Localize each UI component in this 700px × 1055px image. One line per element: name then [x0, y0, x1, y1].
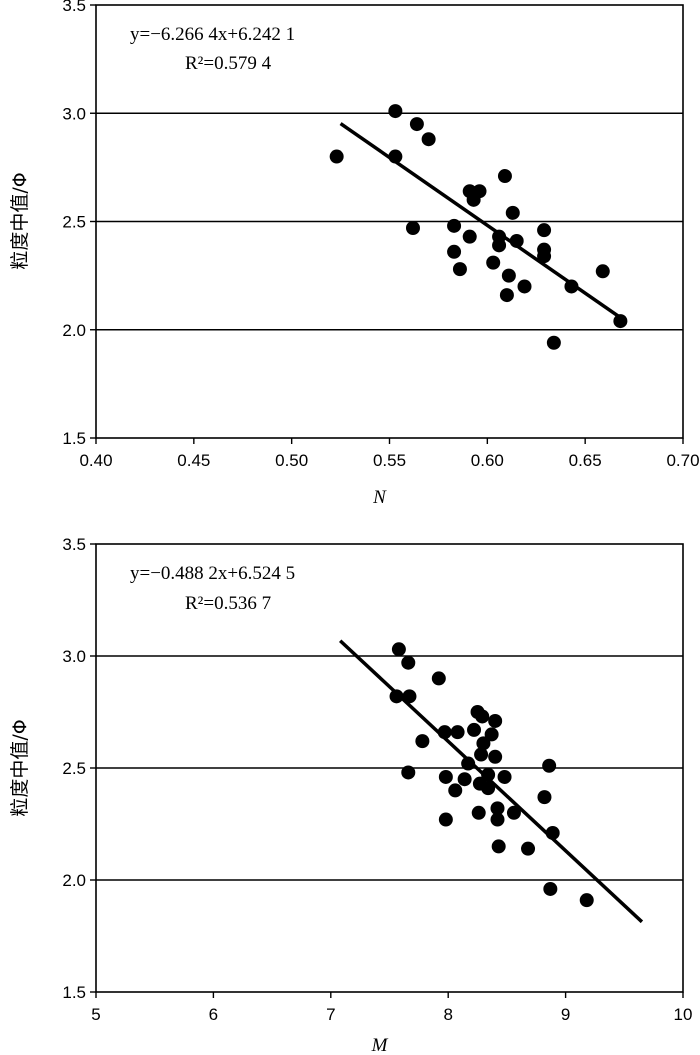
x-tick-label: 0.45: [177, 451, 210, 470]
x-tick-label: 0.70: [666, 451, 699, 470]
data-point: [475, 709, 490, 724]
data-point: [564, 279, 579, 294]
data-point: [488, 713, 503, 728]
data-point: [472, 184, 487, 199]
data-point: [402, 689, 417, 704]
data-point: [546, 335, 561, 350]
x-tick-label: 0.50: [275, 451, 308, 470]
data-point: [401, 765, 416, 780]
x-tick-label: 0.55: [373, 451, 406, 470]
y-axis-label: 粒度中值/Φ: [9, 172, 31, 269]
data-point: [481, 781, 496, 796]
data-point: [409, 117, 424, 132]
data-point: [391, 642, 406, 657]
data-point: [431, 671, 446, 686]
data-point: [484, 727, 499, 742]
data-point: [389, 689, 404, 704]
y-tick-label: 3.5: [62, 0, 86, 15]
data-point: [517, 279, 532, 294]
data-point: [421, 132, 436, 147]
data-point: [509, 233, 524, 248]
data-point: [497, 169, 512, 184]
data-point: [506, 805, 521, 820]
data-point: [492, 238, 507, 253]
y-tick-label: 2.0: [62, 321, 86, 340]
data-point: [461, 756, 476, 771]
data-point: [521, 841, 536, 856]
data-point: [505, 205, 520, 220]
data-point: [447, 244, 462, 259]
x-tick-label: 7: [326, 1005, 335, 1024]
data-point: [452, 262, 467, 277]
data-point: [579, 893, 594, 908]
y-tick-label: 3.5: [62, 535, 86, 554]
data-point: [450, 725, 465, 740]
trend-line: [338, 639, 644, 924]
x-tick-label: 6: [209, 1005, 218, 1024]
y-tick-label: 2.5: [62, 213, 86, 232]
data-point: [501, 268, 516, 283]
x-tick-label: 0.60: [471, 451, 504, 470]
data-point: [437, 725, 452, 740]
regression-equation: y=−0.488 2x+6.524 5: [130, 563, 295, 584]
y-axis-label: 粒度中值/Φ: [9, 719, 31, 816]
x-tick-label: 5: [91, 1005, 100, 1024]
data-point: [474, 747, 489, 762]
data-point: [471, 805, 486, 820]
data-point: [476, 736, 491, 751]
data-point: [486, 255, 501, 270]
regression-equation: y=−6.266 4x+6.242 1: [130, 24, 295, 45]
data-point: [401, 655, 416, 670]
x-tick-label: 9: [561, 1005, 570, 1024]
data-point: [438, 812, 453, 827]
scatter-panel-N: 1.5 2.0 2.5 3.0 3.5 0.40 0.45 0.50 0.55 0.60 0.65 0…: [9, 0, 700, 508]
y-tick-label: 3.0: [62, 104, 86, 123]
data-point: [613, 314, 628, 329]
x-tick-label: 8: [443, 1005, 452, 1024]
y-tick-label: 1.5: [62, 429, 86, 448]
data-point: [415, 734, 430, 749]
data-point: [537, 790, 552, 805]
r-squared-label: R²=0.579 4: [185, 53, 272, 74]
data-point: [388, 149, 403, 164]
data-point: [490, 812, 505, 827]
data-point: [595, 264, 610, 279]
scatter-panel-M: 1.5 2.0 2.5 3.0 3.5 5 6 7 8 9 10 M 粒度中值/Φ y=−0.488 2x…: [9, 535, 692, 1055]
data-point: [490, 801, 505, 816]
data-point: [329, 149, 344, 164]
data-point: [438, 769, 453, 784]
data-point: [537, 249, 552, 264]
data-point: [457, 772, 472, 787]
r-squared-label: R²=0.536 7: [185, 593, 271, 614]
data-point: [467, 722, 482, 737]
data-point: [545, 825, 560, 840]
x-axis-label: N: [372, 487, 387, 508]
x-axis-label: M: [371, 1035, 389, 1055]
data-point: [481, 767, 496, 782]
data-point: [537, 223, 552, 238]
data-point: [488, 749, 503, 764]
y-tick-label: 2.5: [62, 759, 86, 778]
data-point: [405, 220, 420, 235]
data-point: [543, 881, 558, 896]
data-point: [447, 218, 462, 233]
data-point: [462, 229, 477, 244]
y-tick-label: 2.0: [62, 871, 86, 890]
data-point: [448, 783, 463, 798]
y-tick-label: 1.5: [62, 983, 86, 1002]
trend-line: [339, 122, 622, 320]
x-tick-label: 0.40: [79, 451, 112, 470]
data-point: [497, 769, 512, 784]
data-point: [542, 758, 557, 773]
x-tick-label: 0.65: [569, 451, 602, 470]
x-tick-label: 10: [674, 1005, 693, 1024]
data-point: [388, 104, 403, 119]
y-tick-label: 3.0: [62, 647, 86, 666]
data-point: [491, 839, 506, 854]
data-point: [499, 288, 514, 303]
